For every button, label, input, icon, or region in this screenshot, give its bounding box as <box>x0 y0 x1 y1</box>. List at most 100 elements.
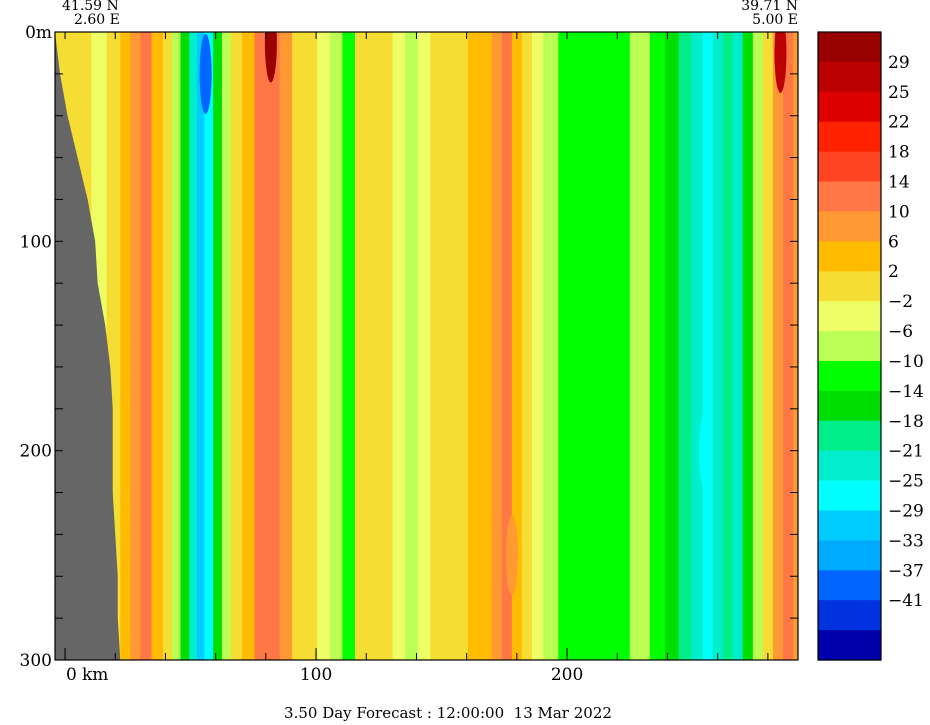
colorbar-label: 25 <box>888 83 910 103</box>
colorbar-label: −25 <box>888 472 924 492</box>
heat-cell <box>254 32 268 660</box>
plot-area <box>55 32 798 660</box>
heat-cell <box>691 32 704 660</box>
heat-cell <box>242 32 256 660</box>
heat-cell <box>629 32 651 660</box>
colorbar-label: 10 <box>888 202 910 222</box>
y-tick-label: 0m <box>25 23 52 43</box>
colorbar-swatch <box>818 211 881 242</box>
colorbar-swatch <box>818 241 881 272</box>
right-endpoint-lon: 5.00 E <box>752 12 798 28</box>
colorbar-swatch <box>818 91 881 123</box>
colorbar-swatch <box>818 480 881 512</box>
colorbar-swatch <box>818 151 881 183</box>
x-tick-label: 0 <box>66 665 77 685</box>
heat-cell <box>702 32 714 660</box>
colorbar-swatch <box>818 510 881 541</box>
heat-feature <box>699 410 712 491</box>
colorbar-swatch <box>818 420 881 452</box>
forecast-footer: 3.50 Day Forecast : 12:00:00 13 Mar 2022 <box>284 704 612 721</box>
heat-cell <box>204 32 214 660</box>
heat-cell <box>712 32 724 660</box>
heat-cell <box>664 32 680 660</box>
plot-frame <box>54 31 799 661</box>
colorbar-swatch <box>818 630 881 661</box>
heat-cell <box>417 32 431 660</box>
colorbar-label: 6 <box>888 232 899 252</box>
x-axis-ticks: 0 100 200 <box>64 32 769 685</box>
heat-cell <box>579 32 606 660</box>
heat-feature <box>505 515 518 596</box>
heat-cell <box>649 32 666 660</box>
heat-feature <box>774 32 787 93</box>
heat-cell <box>772 32 784 660</box>
colorbar-swatch <box>818 360 881 392</box>
heat-cell <box>342 32 356 660</box>
heat-cell <box>279 32 293 660</box>
land-mask <box>55 32 121 660</box>
colorbar-label: −41 <box>888 591 924 611</box>
heat-cell <box>329 32 344 660</box>
heat-cell <box>604 32 631 660</box>
heat-cell <box>221 32 232 660</box>
colorbar-swatch <box>818 331 881 362</box>
left-endpoint-lon: 2.60 E <box>74 12 120 28</box>
heat-cell <box>196 32 205 660</box>
colorbar-label: −33 <box>888 531 924 551</box>
y-tick-label: 200 <box>20 442 52 462</box>
colorbar-label: −29 <box>888 501 924 521</box>
colorbar-label: −21 <box>888 442 924 462</box>
colorbar-swatch <box>818 390 881 422</box>
colorbar-swatch <box>818 570 881 601</box>
heat-feature <box>264 32 277 83</box>
heat-cell <box>531 32 544 660</box>
heat-cell <box>171 32 182 660</box>
colorbar-swatch <box>818 301 881 332</box>
heat-cell <box>543 32 559 660</box>
right-endpoint-lat: 39.71 N <box>741 0 798 14</box>
heat-cell <box>722 32 734 660</box>
colorbar-label: −10 <box>888 352 924 372</box>
heat-cell <box>162 32 173 660</box>
colorbar-label: −37 <box>888 561 924 581</box>
heat-cell <box>501 32 513 660</box>
heat-cell <box>267 32 281 660</box>
y-tick-label: 300 <box>20 651 52 671</box>
colorbar-frame <box>817 31 882 661</box>
heat-cell <box>292 32 306 660</box>
heat-cell <box>742 32 754 660</box>
heat-cell <box>213 32 223 660</box>
left-endpoint-lat: 41.59 N <box>62 0 119 14</box>
heat-cell <box>151 32 164 660</box>
heat-cell <box>189 32 198 660</box>
heat-cell <box>367 32 381 660</box>
x-tick-label: 100 <box>300 665 332 685</box>
heat-cell <box>467 32 482 660</box>
heat-feature <box>199 33 212 114</box>
colorbar-label: 29 <box>888 53 910 73</box>
heat-cell <box>430 32 444 660</box>
colorbar-label: 2 <box>888 262 899 282</box>
colorbar-swatch <box>818 181 881 213</box>
heat-cell <box>140 32 153 660</box>
colorbar-label: 14 <box>888 173 910 193</box>
heatmap-features <box>199 32 787 596</box>
colorbar-label: 18 <box>888 143 910 163</box>
heat-cell <box>678 32 692 660</box>
x-tick-label: 200 <box>551 665 583 685</box>
heat-cell <box>455 32 469 660</box>
colorbar-swatch <box>818 32 881 63</box>
colorbar-label: −2 <box>888 292 913 312</box>
colorbar-swatch <box>818 121 881 153</box>
colorbar-label: −14 <box>888 382 924 402</box>
colorbar-label: −6 <box>888 322 913 342</box>
heat-cell <box>752 32 764 660</box>
heat-cell <box>782 32 794 660</box>
heat-cell <box>792 32 798 660</box>
heat-cell <box>442 32 456 660</box>
heat-cell <box>354 32 369 660</box>
heat-cell <box>392 32 406 660</box>
y-axis-ticks: 0m 100 200 300 <box>20 23 798 671</box>
heat-cell <box>732 32 744 660</box>
